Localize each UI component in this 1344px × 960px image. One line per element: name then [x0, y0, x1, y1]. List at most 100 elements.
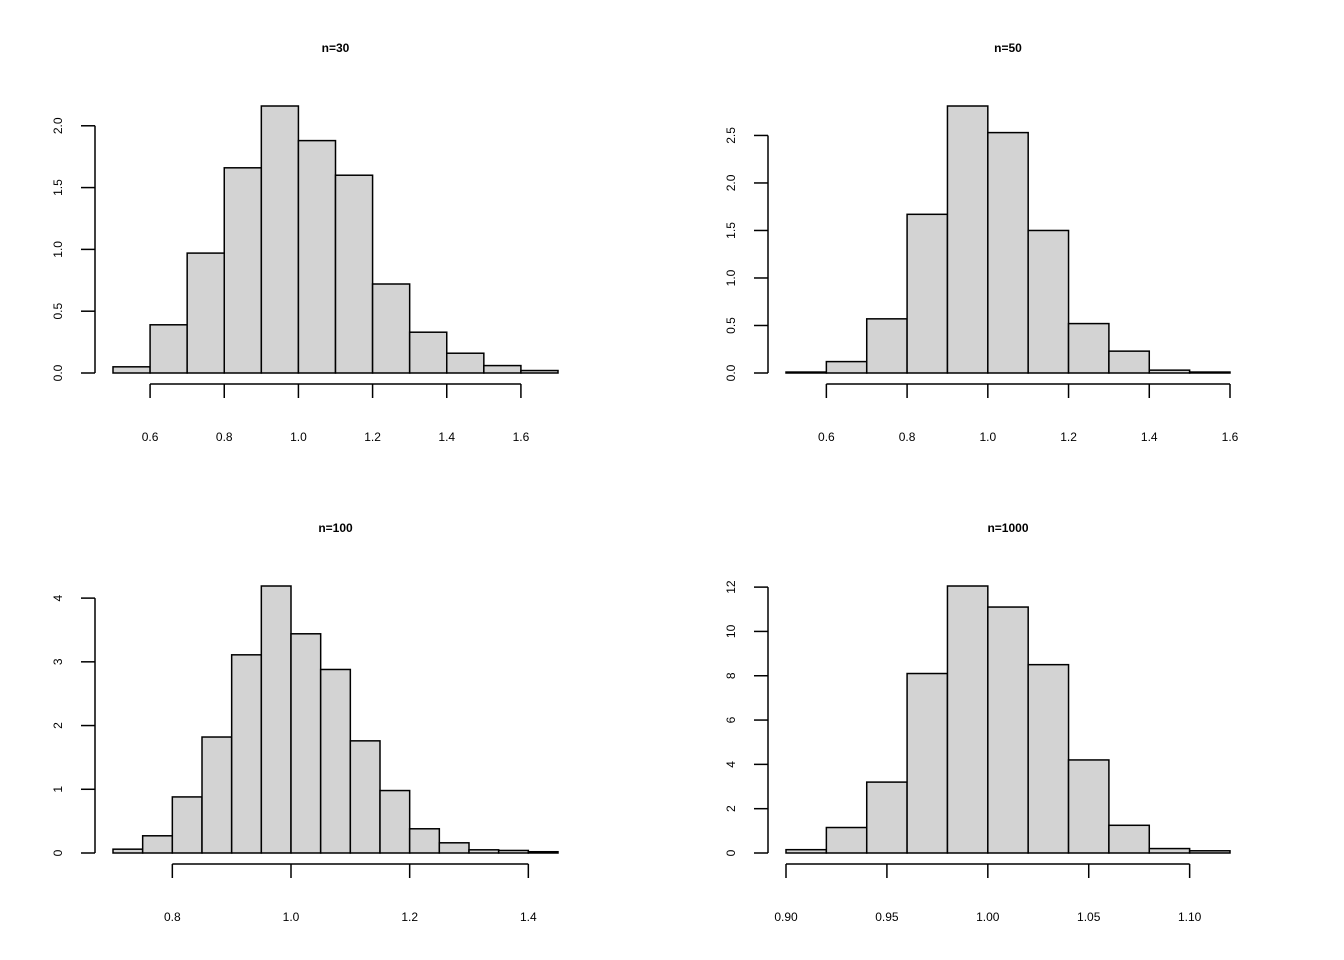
- y-tick-label: 1.5: [724, 222, 738, 239]
- histogram-bar: [1067, 759, 1110, 854]
- y-tick-label: 0: [724, 849, 738, 856]
- chart-title: n=30: [322, 41, 350, 55]
- histogram-bar: [260, 105, 300, 374]
- y-tick-label: 8: [724, 672, 738, 679]
- histogram-bar: [527, 850, 559, 854]
- y-tick-label: 0.0: [51, 364, 65, 381]
- histogram-bar: [334, 174, 374, 374]
- x-tick-label: 1.6: [513, 430, 530, 444]
- histogram-bar: [371, 283, 411, 374]
- y-tick-label: 1.0: [724, 269, 738, 286]
- histogram-bar: [946, 585, 989, 854]
- y-tick-label: 12: [724, 580, 738, 594]
- x-tick-label: 1.2: [1060, 430, 1077, 444]
- y-tick-label: 4: [724, 761, 738, 768]
- histogram-bar: [379, 789, 411, 854]
- histogram-bar: [1027, 229, 1070, 374]
- histogram-bar: [408, 331, 448, 374]
- x-tick-label: 1.10: [1178, 910, 1202, 924]
- histogram-bar: [408, 828, 441, 854]
- x-tick-label: 1.0: [283, 910, 300, 924]
- histogram-panel-n50: n=50 0.0 0.5 1.0 1.5 2.0 2.5 0.6 0.8 1.0 1.2 1.4 1.6: [724, 41, 1239, 444]
- histogram-bar: [1108, 824, 1151, 854]
- histogram-bar: [186, 252, 226, 374]
- y-tick-label: 6: [724, 716, 738, 723]
- x-tick-label: 1.4: [520, 910, 537, 924]
- x-tick-label: 1.2: [364, 430, 381, 444]
- histogram-bar: [865, 781, 908, 854]
- x-tick-label: 1.0: [290, 430, 307, 444]
- histogram-bar: [785, 848, 828, 854]
- x-tick-label: 1.2: [401, 910, 418, 924]
- histogram-bar: [438, 842, 470, 854]
- y-tick-label: 2.5: [724, 127, 738, 144]
- histogram-bar: [825, 360, 868, 374]
- histogram-bar: [446, 352, 485, 374]
- histogram-bar: [497, 849, 530, 854]
- histogram-panel-n1000: n=1000 0 2 4 6 8 10 12 0.90 0.95 1.00 1.05 1.10: [724, 521, 1231, 924]
- y-tick-label: 3: [51, 658, 65, 665]
- histogram-bar: [1148, 847, 1191, 854]
- y-tick-label: 2.0: [51, 117, 65, 134]
- histogram-panel-n30: n=30 0.0 0.5 1.0 1.5 2.0 0.6 0.8 1.0 1.2 1.4 1.6: [51, 41, 559, 444]
- histogram-bar: [112, 848, 144, 854]
- histogram-bar: [785, 371, 828, 374]
- x-tick-label: 1.00: [976, 910, 1000, 924]
- histogram-bar: [865, 318, 908, 374]
- x-tick-label: 0.8: [164, 910, 181, 924]
- y-tick-label: 0.0: [724, 364, 738, 381]
- x-tick-label: 1.4: [1141, 430, 1158, 444]
- y-tick-label: 1.5: [51, 179, 65, 196]
- histogram-bar: [468, 849, 500, 854]
- histogram-bar: [825, 826, 868, 854]
- histogram-bar: [1108, 350, 1151, 374]
- histogram-bar: [349, 740, 381, 854]
- histogram-bar: [1148, 369, 1191, 374]
- histogram-bar: [201, 736, 233, 854]
- chart-title: n=1000: [987, 521, 1028, 535]
- histogram-bar: [149, 324, 188, 374]
- x-tick-label: 0.8: [899, 430, 916, 444]
- x-tick-label: 0.95: [875, 910, 899, 924]
- chart-title: n=50: [994, 41, 1022, 55]
- y-tick-label: 1.0: [51, 241, 65, 258]
- histogram-bar: [906, 672, 949, 854]
- histogram-bar: [319, 668, 352, 854]
- y-tick-label: 0: [51, 849, 65, 856]
- histogram-bar: [987, 131, 1029, 374]
- y-tick-label: 4: [51, 594, 65, 601]
- y-tick-label: 0.5: [51, 303, 65, 320]
- y-tick-label: 2: [724, 805, 738, 812]
- histogram-bar: [171, 796, 203, 854]
- x-tick-label: 1.0: [979, 430, 996, 444]
- histogram-bar: [987, 606, 1029, 854]
- histogram-bar: [946, 105, 989, 374]
- x-tick-label: 0.90: [774, 910, 798, 924]
- x-tick-label: 1.4: [438, 430, 455, 444]
- x-tick-label: 1.6: [1222, 430, 1239, 444]
- histogram-bar: [223, 167, 263, 374]
- histogram-bar: [483, 364, 522, 374]
- histogram-panel-n100: n=100 0 1 2 3 4 0.8 1.0 1.2 1.4: [51, 521, 559, 924]
- histogram-bar: [520, 369, 559, 374]
- histogram-bar: [1188, 850, 1231, 854]
- chart-title: n=100: [318, 521, 353, 535]
- y-tick-label: 1: [51, 786, 65, 793]
- y-tick-label: 0.5: [724, 317, 738, 334]
- x-tick-label: 0.8: [216, 430, 233, 444]
- histogram-bar: [260, 585, 292, 854]
- histogram-bar: [906, 213, 949, 374]
- y-tick-label: 2.0: [724, 174, 738, 191]
- histogram-bar: [297, 139, 337, 374]
- histogram-bar: [141, 835, 174, 854]
- x-tick-label: 0.6: [142, 430, 159, 444]
- x-tick-label: 1.05: [1077, 910, 1101, 924]
- x-tick-label: 0.6: [818, 430, 835, 444]
- histogram-bar: [1067, 322, 1110, 374]
- histogram-bar: [230, 654, 263, 854]
- histogram-bar: [1188, 371, 1231, 374]
- y-tick-label: 10: [724, 624, 738, 638]
- histogram-bar: [290, 633, 322, 854]
- histogram-bar: [1027, 663, 1070, 854]
